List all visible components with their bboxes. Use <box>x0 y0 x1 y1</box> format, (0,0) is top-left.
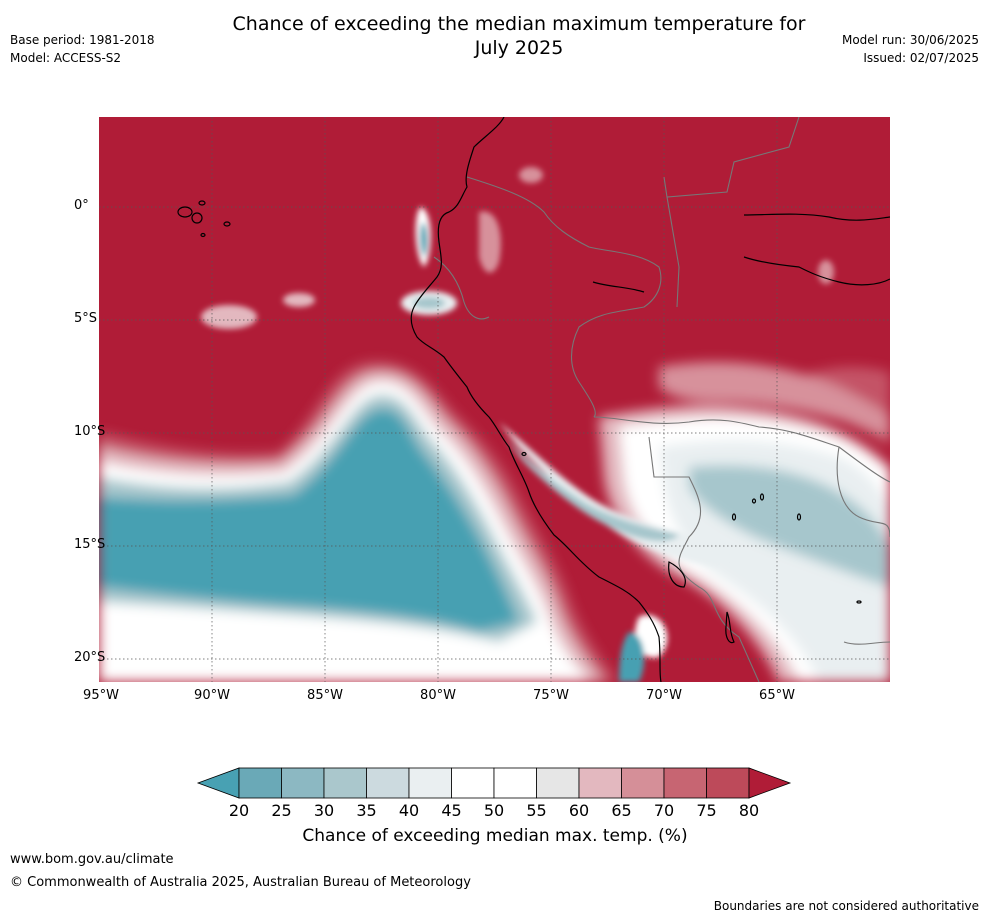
colorbar-tick-70: 70 <box>653 801 675 820</box>
colorbar-tick-40: 40 <box>398 801 420 820</box>
colorbar-cell <box>621 767 665 799</box>
country-borders <box>433 117 890 682</box>
lat-label-0: 0° <box>74 198 89 213</box>
map-title: Chance of exceeding the median maximum t… <box>160 12 878 60</box>
inland-low-zone <box>599 362 890 682</box>
colorbar-tick-30: 30 <box>313 801 335 820</box>
model-name: Model: ACCESS-S2 <box>10 51 122 65</box>
colorbar-cell <box>663 767 707 799</box>
lon-label-70w: 70°W <box>646 688 682 703</box>
colorbar-cell <box>281 767 325 799</box>
colorbar-tick-55: 55 <box>526 801 547 820</box>
colorbar-tick-20: 20 <box>228 801 250 820</box>
base-period: Base period: 1981-2018 <box>10 33 155 47</box>
title-line-1: Chance of exceeding the median maximum t… <box>232 13 806 35</box>
colorbar-cell <box>366 767 410 799</box>
coastlines <box>177 117 890 682</box>
disclaimer-text: Boundaries are not considered authoritat… <box>713 899 979 913</box>
colorbar-cell <box>408 767 452 799</box>
lat-label-5s: 5°S <box>74 311 98 326</box>
lon-label-90w: 90°W <box>194 688 230 703</box>
colorbar-tick-60: 60 <box>568 801 590 820</box>
lat-label-15s: 15°S <box>74 537 106 552</box>
model-run: Model run: 30/06/2025 <box>841 33 979 47</box>
copyright-text: © Commonwealth of Australia 2025, Austra… <box>10 875 471 890</box>
meta-right: Model run: 30/06/2025 Issued: 02/07/2025 <box>842 31 979 67</box>
colorbar-tick-65: 65 <box>611 801 632 820</box>
website-text: www.bom.gov.au/climate <box>10 852 174 867</box>
title-line-2: July 2025 <box>474 37 564 59</box>
colorbar-cell <box>706 767 750 799</box>
colorbar-extend-low <box>196 767 240 799</box>
issued-date: Issued: 02/07/2025 <box>863 51 979 65</box>
ocean-low-zone <box>99 361 619 682</box>
colorbar-tick-35: 35 <box>356 801 377 820</box>
lat-label-10s: 10°S <box>74 424 106 439</box>
colorbar-tick-50: 50 <box>483 801 505 820</box>
meta-left: Base period: 1981-2018 Model: ACCESS-S2 <box>10 31 155 67</box>
colorbar-tick-25: 25 <box>271 801 292 820</box>
lon-label-65w: 65°W <box>759 688 795 703</box>
colorbar-tick-45: 45 <box>441 801 462 820</box>
lon-label-75w: 75°W <box>533 688 569 703</box>
colorbar-cell <box>238 767 282 799</box>
colorbar-cells <box>196 767 792 799</box>
colorbar-cell <box>451 767 495 799</box>
colorbar-cell <box>323 767 367 799</box>
lon-label-80w: 80°W <box>420 688 456 703</box>
colorbar-title: Chance of exceeding median max. temp. (%… <box>302 826 688 846</box>
probability-map <box>99 117 890 682</box>
lat-label-20s: 20°S <box>74 650 106 665</box>
colorbar-cell <box>578 767 622 799</box>
colorbar-tick-75: 75 <box>696 801 717 820</box>
lon-label-95w: 95°W <box>83 688 119 703</box>
lon-label-85w: 85°W <box>307 688 343 703</box>
colorbar-tick-80: 80 <box>738 801 760 820</box>
map-svg <box>99 117 890 682</box>
coastal-streak <box>201 167 834 682</box>
colorbar <box>196 767 792 799</box>
colorbar-extend-high <box>748 767 792 799</box>
colorbar-cell <box>493 767 537 799</box>
colorbar-cell <box>536 767 580 799</box>
